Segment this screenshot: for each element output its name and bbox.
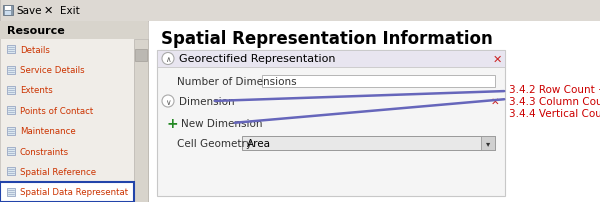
Bar — [7, 127, 15, 135]
Text: Dimension: Dimension — [179, 97, 235, 106]
Bar — [481, 136, 495, 150]
Bar — [157, 51, 505, 68]
Text: Spatial Reference: Spatial Reference — [20, 167, 96, 176]
Text: +: + — [166, 116, 178, 130]
Text: New Dimension: New Dimension — [181, 118, 263, 128]
Text: Spatial Representation Information: Spatial Representation Information — [161, 30, 493, 48]
Text: Georectified Representation: Georectified Representation — [179, 54, 335, 64]
Bar — [0, 182, 134, 202]
Bar — [157, 51, 505, 196]
Text: ∧: ∧ — [165, 54, 171, 63]
Circle shape — [162, 53, 174, 65]
Text: Points of Contact: Points of Contact — [20, 106, 93, 115]
Bar — [0, 22, 148, 40]
Bar — [242, 136, 495, 150]
Bar — [7, 46, 15, 54]
Text: ▾: ▾ — [486, 139, 490, 148]
Circle shape — [162, 96, 174, 107]
Text: Number of Dimensions: Number of Dimensions — [177, 77, 296, 87]
Bar — [7, 66, 15, 74]
Text: Spatial Data Representat: Spatial Data Representat — [20, 187, 128, 196]
Bar — [7, 86, 15, 95]
Text: Area: Area — [247, 138, 271, 148]
Bar — [5, 12, 11, 16]
Bar — [134, 40, 148, 202]
Bar — [7, 168, 15, 176]
Text: Extents: Extents — [20, 86, 53, 95]
Text: Exit: Exit — [60, 6, 80, 16]
Bar — [0, 22, 148, 202]
Bar — [7, 107, 15, 115]
Bar — [7, 188, 15, 196]
Text: Details: Details — [20, 45, 50, 54]
Text: Resource: Resource — [7, 26, 65, 36]
Bar — [262, 76, 495, 87]
Text: ✕: ✕ — [493, 54, 502, 64]
Bar — [5, 7, 11, 11]
Text: 3.4.3 Column Count +: 3.4.3 Column Count + — [509, 97, 600, 106]
Text: 3.4.2 Row Count +: 3.4.2 Row Count + — [509, 85, 600, 95]
Bar — [7, 147, 15, 155]
Bar — [0, 0, 600, 22]
Text: Maintenance: Maintenance — [20, 127, 76, 136]
Text: ✕: ✕ — [43, 6, 53, 16]
Bar — [3, 6, 13, 16]
Text: Cell Geometry: Cell Geometry — [177, 138, 252, 148]
Text: Save: Save — [16, 6, 41, 16]
Bar — [149, 22, 600, 202]
Text: ✕: ✕ — [491, 97, 499, 106]
Text: Service Details: Service Details — [20, 66, 85, 75]
Text: ∨: ∨ — [165, 98, 171, 106]
Bar — [135, 50, 147, 62]
Text: 3.4.4 Vertical Count: 3.4.4 Vertical Count — [509, 108, 600, 118]
Text: Constraints: Constraints — [20, 147, 69, 156]
